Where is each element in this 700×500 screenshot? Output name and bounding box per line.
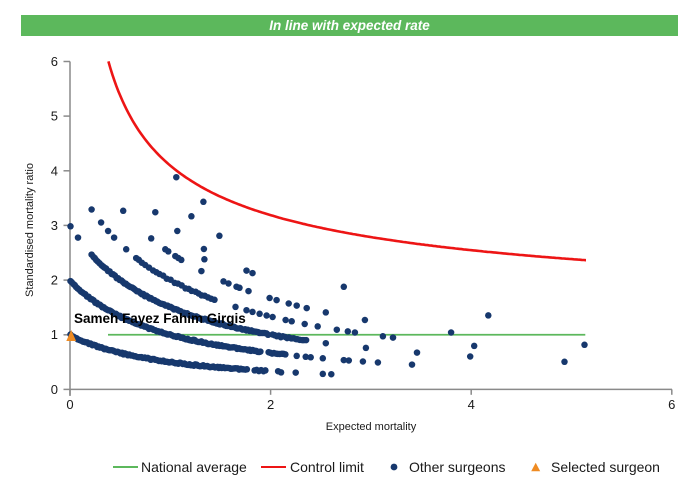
svg-text:2: 2: [51, 273, 58, 288]
svg-text:Sameh Fayez Fahim Girgis: Sameh Fayez Fahim Girgis: [74, 311, 246, 326]
svg-text:3: 3: [51, 218, 58, 233]
svg-text:Selected surgeon: Selected surgeon: [551, 459, 660, 475]
svg-text:6: 6: [51, 54, 58, 69]
svg-text:6: 6: [668, 397, 675, 412]
svg-text:Standardised mortality ratio: Standardised mortality ratio: [24, 163, 36, 297]
svg-text:Expected mortality: Expected mortality: [326, 421, 417, 433]
svg-text:0: 0: [51, 382, 58, 397]
svg-text:Other surgeons: Other surgeons: [409, 459, 506, 475]
svg-text:National average: National average: [141, 459, 247, 475]
svg-text:2: 2: [267, 397, 274, 412]
svg-text:4: 4: [51, 163, 58, 178]
svg-text:4: 4: [468, 397, 475, 412]
svg-text:1: 1: [51, 327, 58, 342]
svg-text:Control limit: Control limit: [290, 459, 364, 475]
svg-text:5: 5: [51, 109, 58, 124]
svg-text:0: 0: [66, 397, 73, 412]
